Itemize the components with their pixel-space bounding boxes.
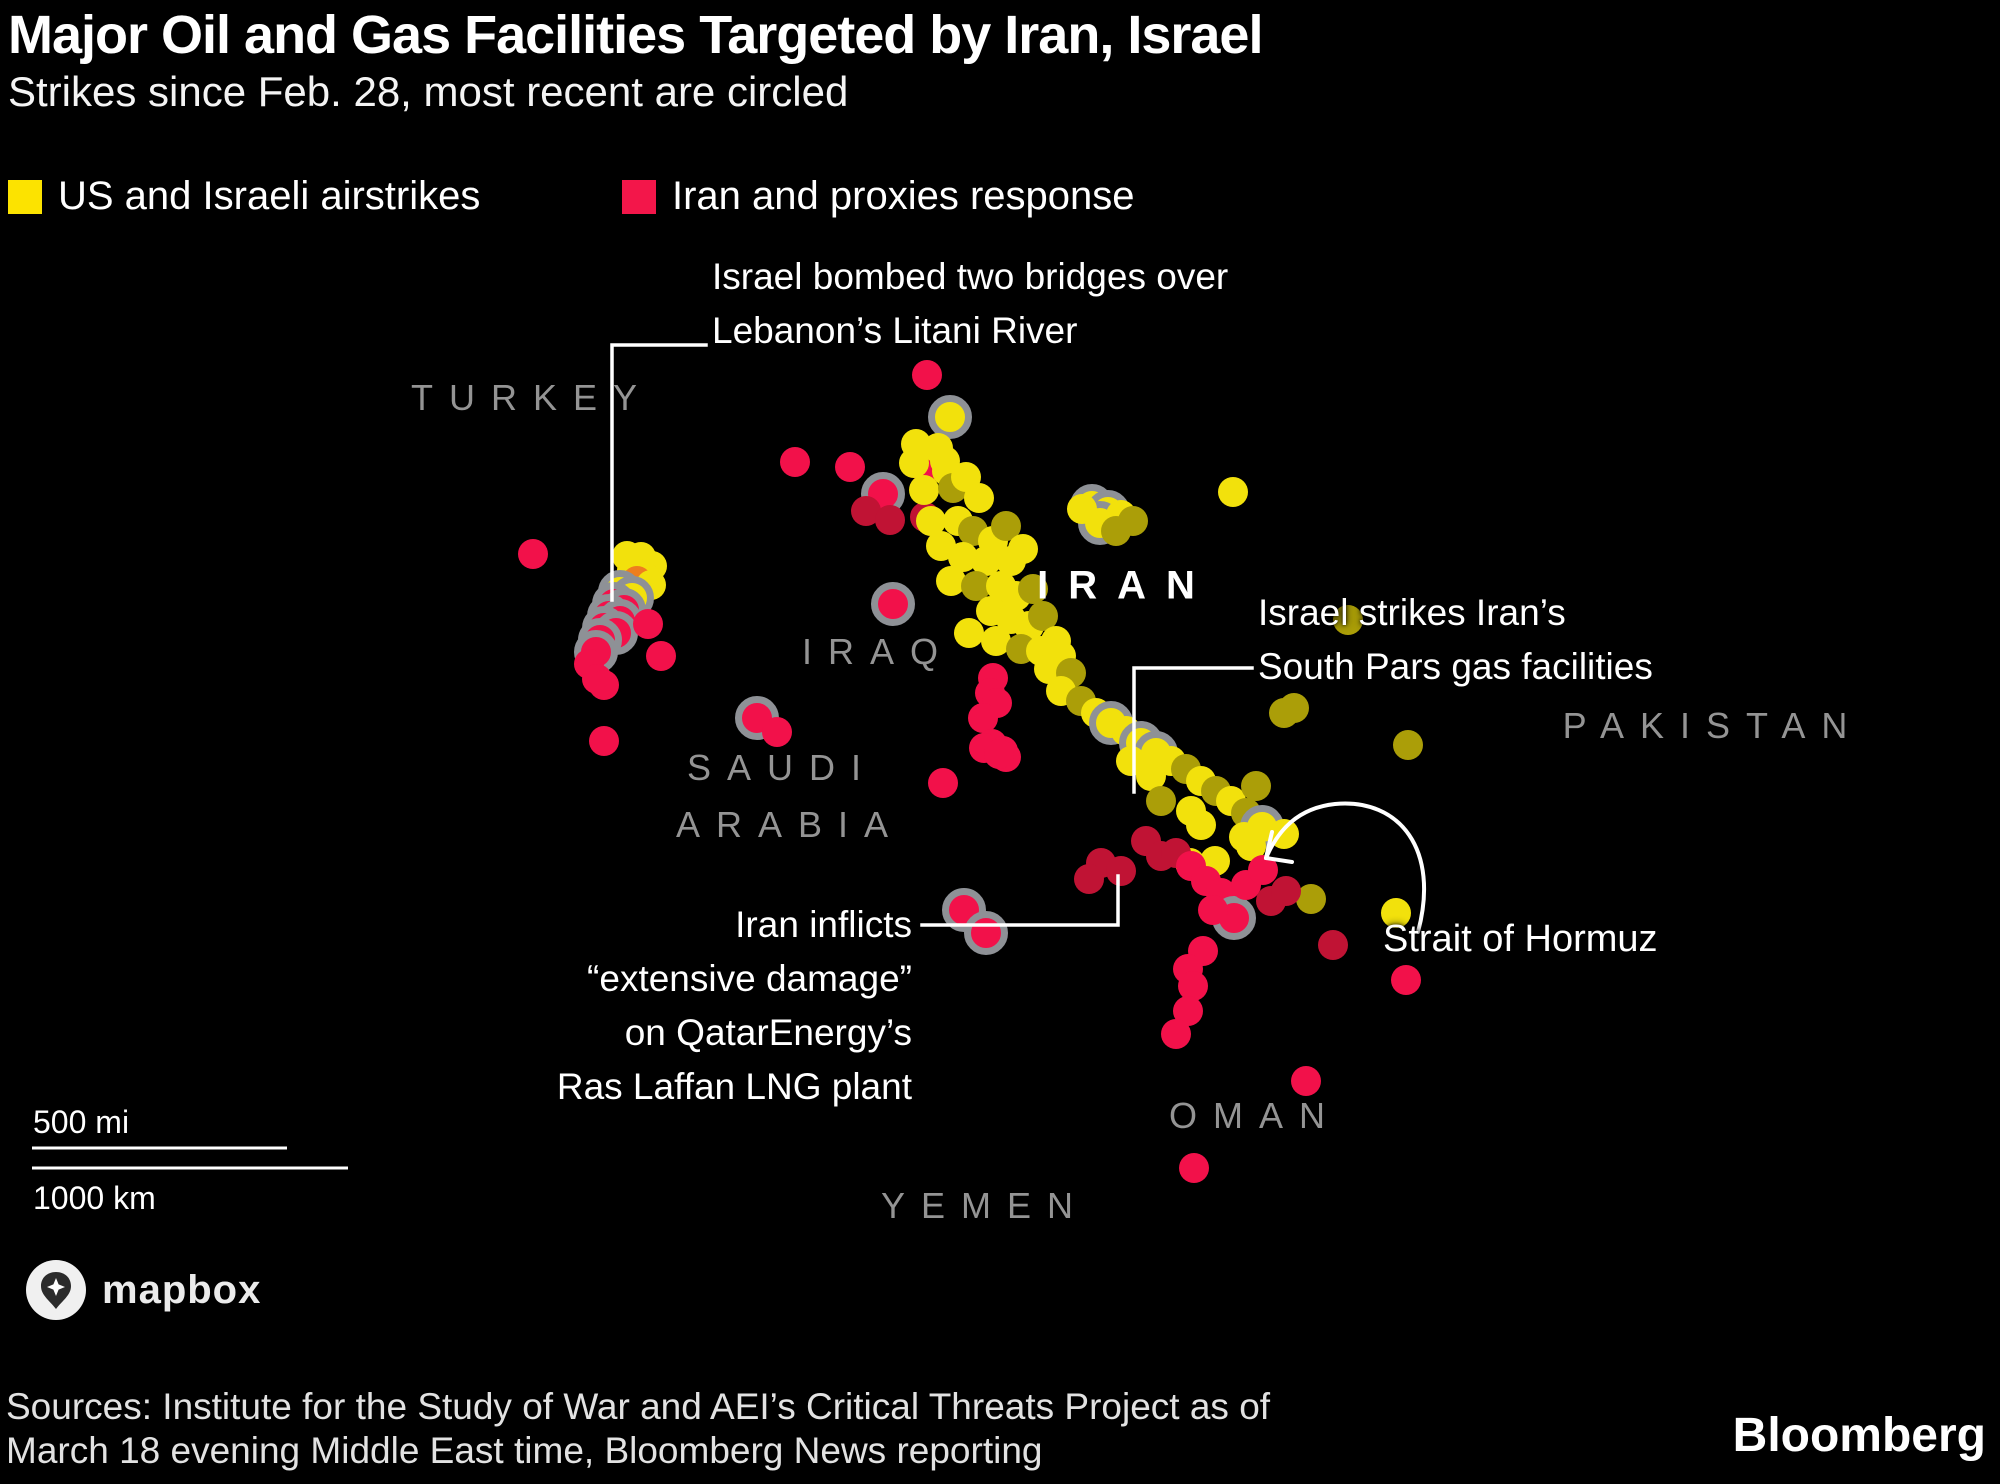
response-dot [1198, 895, 1228, 925]
country-label-arabia: ARABIA [675, 804, 905, 845]
country-label-turkey: TURKEY [410, 377, 654, 418]
annotation-line: South Pars gas facilities [1258, 646, 1653, 687]
airstrike-dot [1333, 605, 1363, 635]
airstrike-dot [1146, 786, 1176, 816]
airstrike-dot [1279, 693, 1309, 723]
country-label-pakistan: PAKISTAN [1562, 705, 1864, 746]
response-dot [912, 360, 942, 390]
footer: Sources: Institute for the Study of War … [0, 1372, 2000, 1484]
airstrike-dot [909, 475, 939, 505]
country-label-oman: OMAN [1169, 1095, 1341, 1136]
airstrike-dot [1008, 534, 1038, 564]
response-dot [1074, 864, 1104, 894]
response-dot [1161, 1019, 1191, 1049]
mapbox-logo-icon [26, 1260, 86, 1320]
airstrike-dot [1067, 494, 1097, 524]
airstrike-dot [1393, 730, 1423, 760]
legend-label: Iran and proxies response [672, 174, 1135, 218]
sea-shapes [0, 228, 2000, 1372]
response-dot [633, 609, 663, 639]
scale-mi-label: 500 mi [33, 1104, 130, 1140]
response-dot [1318, 930, 1348, 960]
legend-item-airstrikes: US and Israeli airstrikes [8, 174, 480, 219]
response-dot [1271, 876, 1301, 906]
legend-label: US and Israeli airstrikes [58, 174, 481, 218]
response-dot [780, 447, 810, 477]
sources-line-1: Sources: Institute for the Study of War … [6, 1386, 1271, 1427]
country-label-saudi: SAUDI [686, 747, 878, 788]
airstrike-dot [964, 483, 994, 513]
legend-item-response: Iran and proxies response [622, 174, 1135, 219]
country-label-iran: IRAN [1037, 563, 1215, 608]
airstrike-dot [1116, 746, 1146, 776]
annotation-qatar: Iran inflicts “extensive damage” on Qata… [557, 898, 912, 1114]
response-dot [518, 539, 548, 569]
response-dot [875, 505, 905, 535]
country-label-yemen: YEMEN [880, 1185, 1090, 1226]
response-dot [984, 739, 1014, 769]
response-dot [762, 717, 792, 747]
airstrike-dot [1269, 819, 1299, 849]
annotation-line: Ras Laffan LNG plant [556, 1066, 912, 1107]
annotation-line: on QatarEnergy’s [624, 1012, 912, 1053]
response-dot [968, 703, 998, 733]
response-dot [1179, 1153, 1209, 1183]
response-dot [1106, 856, 1136, 886]
relief-dark [300, 302, 1740, 662]
page-subtitle: Strikes since Feb. 28, most recent are c… [8, 68, 849, 115]
response-dot [589, 670, 619, 700]
annotation-line: Israel strikes Iran’s [1258, 592, 1566, 633]
annotation-line: Israel bombed two bridges over [712, 256, 1229, 297]
mapbox-wordmark: mapbox [102, 1267, 262, 1312]
airstrike-dot [1101, 516, 1131, 546]
airstrike-dot [928, 395, 972, 439]
annotation-line: Iran inflicts [735, 904, 912, 945]
airstrike-dot [1241, 771, 1271, 801]
airstrike-dot [1186, 810, 1216, 840]
airstrikes-swatch [8, 179, 42, 214]
map-svg [0, 228, 2000, 1372]
response-dot [928, 768, 958, 798]
page-title: Major Oil and Gas Facilities Targeted by… [8, 5, 1263, 65]
annotation-line: “extensive damage” [587, 958, 912, 999]
annotation-line: Lebanon’s Litani River [712, 310, 1078, 351]
mapbox-attribution[interactable]: mapbox [24, 1258, 261, 1322]
airstrike-dot [1218, 477, 1248, 507]
bloomberg-logo: Bloomberg [1732, 1409, 1986, 1462]
response-dot [964, 911, 1008, 955]
response-dot [646, 641, 676, 671]
disputed-borders [1768, 558, 1988, 702]
response-dot [1391, 965, 1421, 995]
airstrike-dot [954, 618, 984, 648]
airstrike-dot [1018, 574, 1048, 604]
response-swatch [622, 179, 656, 214]
annotation-litani: Israel bombed two bridges over Lebanon’s… [712, 250, 1228, 358]
country-borders [0, 258, 1962, 1180]
response-dot [835, 452, 865, 482]
annotation-hormuz: Strait of Hormuz [1383, 918, 1658, 960]
response-dot [589, 726, 619, 756]
sources-line-2: March 18 evening Middle East time, Bloom… [6, 1430, 1043, 1471]
response-dot [1291, 1066, 1321, 1096]
country-label-iraq: IRAQ [801, 631, 955, 672]
annotation-southpars: Israel strikes Iran’s South Pars gas fac… [1258, 586, 1653, 694]
response-dot [871, 582, 915, 626]
scale-km-label: 1000 km [33, 1180, 156, 1216]
